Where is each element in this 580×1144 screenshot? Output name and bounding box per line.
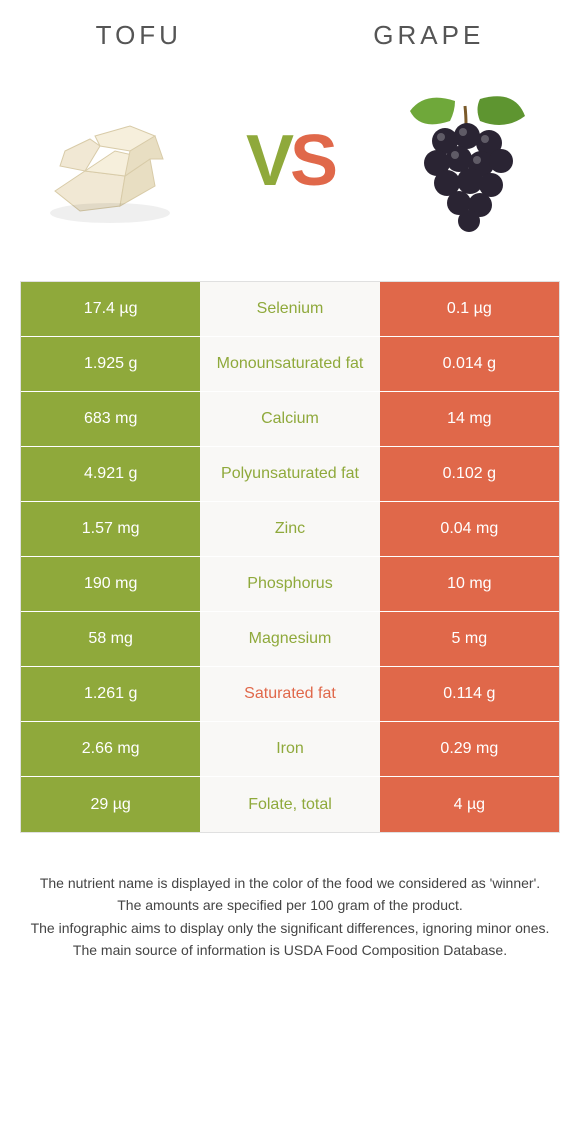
- table-row: 683 mgCalcium14 mg: [21, 392, 559, 447]
- header: TOFU GRAPE: [0, 0, 580, 61]
- value-left: 4.921 g: [21, 447, 200, 501]
- value-right: 0.1 µg: [380, 282, 559, 336]
- nutrient-name: Selenium: [200, 282, 379, 336]
- vs-s: S: [290, 120, 334, 202]
- value-right: 4 µg: [380, 777, 559, 832]
- nutrient-name: Iron: [200, 722, 379, 776]
- nutrient-name: Phosphorus: [200, 557, 379, 611]
- nutrient-name: Calcium: [200, 392, 379, 446]
- table-row: 58 mgMagnesium5 mg: [21, 612, 559, 667]
- value-left: 1.925 g: [21, 337, 200, 391]
- value-right: 0.114 g: [380, 667, 559, 721]
- tofu-image: [30, 76, 200, 246]
- value-left: 1.261 g: [21, 667, 200, 721]
- table-row: 17.4 µgSelenium0.1 µg: [21, 282, 559, 337]
- value-left: 683 mg: [21, 392, 200, 446]
- nutrient-name: Magnesium: [200, 612, 379, 666]
- value-left: 2.66 mg: [21, 722, 200, 776]
- value-right: 10 mg: [380, 557, 559, 611]
- nutrient-name: Monounsaturated fat: [200, 337, 379, 391]
- value-right: 5 mg: [380, 612, 559, 666]
- grape-icon: [385, 81, 545, 241]
- title-left: TOFU: [96, 20, 182, 51]
- value-left: 17.4 µg: [21, 282, 200, 336]
- footer-line-4: The main source of information is USDA F…: [30, 940, 550, 960]
- nutrient-name: Polyunsaturated fat: [200, 447, 379, 501]
- table-row: 2.66 mgIron0.29 mg: [21, 722, 559, 777]
- table-row: 1.925 gMonounsaturated fat0.014 g: [21, 337, 559, 392]
- value-right: 0.29 mg: [380, 722, 559, 776]
- table-row: 29 µgFolate, total4 µg: [21, 777, 559, 832]
- vs-label: VS: [246, 120, 334, 202]
- vs-v: V: [246, 120, 290, 202]
- value-right: 0.014 g: [380, 337, 559, 391]
- hero: VS: [0, 61, 580, 281]
- value-left: 29 µg: [21, 777, 200, 832]
- footer-line-1: The nutrient name is displayed in the co…: [30, 873, 550, 893]
- table-row: 190 mgPhosphorus10 mg: [21, 557, 559, 612]
- nutrient-name: Saturated fat: [200, 667, 379, 721]
- nutrient-name: Zinc: [200, 502, 379, 556]
- tofu-icon: [35, 81, 195, 241]
- grape-image: [380, 76, 550, 246]
- footer-line-2: The amounts are specified per 100 gram o…: [30, 895, 550, 915]
- value-right: 0.102 g: [380, 447, 559, 501]
- table-row: 1.261 gSaturated fat0.114 g: [21, 667, 559, 722]
- nutrient-name: Folate, total: [200, 777, 379, 832]
- value-left: 1.57 mg: [21, 502, 200, 556]
- comparison-table: 17.4 µgSelenium0.1 µg1.925 gMonounsatura…: [20, 281, 560, 833]
- title-right: GRAPE: [373, 20, 484, 51]
- table-row: 1.57 mgZinc0.04 mg: [21, 502, 559, 557]
- footer-line-3: The infographic aims to display only the…: [30, 918, 550, 938]
- value-right: 0.04 mg: [380, 502, 559, 556]
- value-left: 190 mg: [21, 557, 200, 611]
- table-row: 4.921 gPolyunsaturated fat0.102 g: [21, 447, 559, 502]
- value-right: 14 mg: [380, 392, 559, 446]
- value-left: 58 mg: [21, 612, 200, 666]
- footer-notes: The nutrient name is displayed in the co…: [0, 833, 580, 960]
